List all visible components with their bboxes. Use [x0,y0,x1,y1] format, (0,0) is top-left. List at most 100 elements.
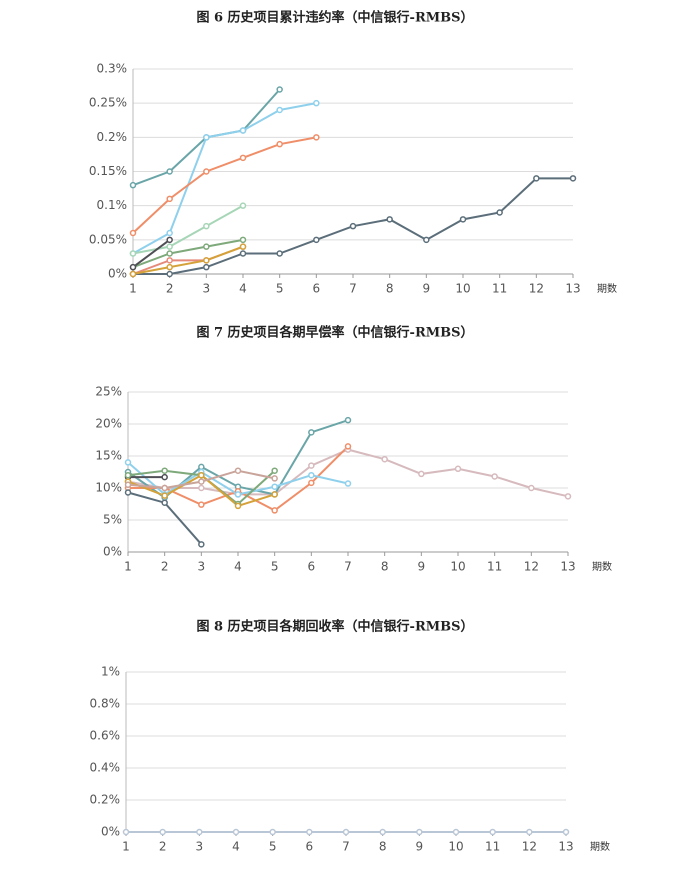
chart-title: 图 6 历史项目累计违约率（中信银行-RMBS） [196,10,473,26]
data-point [166,250,173,257]
data-point [166,229,173,237]
y-tick-label: 0% [101,825,120,839]
data-point [271,507,278,514]
x-tick-label: 10 [450,560,465,574]
y-tick-label: 0.1% [97,198,128,212]
data-point [386,216,393,223]
data-point [379,828,386,836]
y-tick-label: 5% [103,513,122,527]
y-tick-label: 25% [95,385,122,399]
x-tick-label: 10 [455,282,470,296]
series-line [132,204,244,255]
x-axis-label: 期数 [590,840,610,853]
data-point [198,471,205,479]
data-point [562,828,570,836]
data-point [129,263,137,271]
data-point [239,250,247,257]
y-tick-label: 0.2% [90,793,121,807]
data-point [239,243,247,250]
x-tick-label: 11 [487,560,502,574]
x-tick-label: 4 [239,282,247,296]
y-tick-label: 20% [95,417,122,431]
x-tick-label: 9 [416,840,424,854]
x-tick-label: 12 [529,282,544,296]
series-line [132,136,317,234]
data-point [344,443,352,450]
y-tick-label: 15% [95,449,122,463]
data-point [129,250,137,257]
data-point [276,140,283,148]
data-point [313,134,320,141]
series-line [132,238,244,269]
y-tick-label: 0% [108,267,127,281]
data-point [124,481,132,489]
x-tick-label: 13 [565,282,580,296]
data-point [234,491,242,498]
x-tick-label: 13 [560,560,575,574]
data-point [166,195,173,203]
x-tick-label: 3 [198,560,206,574]
x-tick-label: 1 [122,840,130,854]
y-tick-label: 0.8% [90,697,121,711]
data-point [198,478,205,485]
x-tick-label: 7 [349,282,357,296]
data-point [308,471,315,479]
y-tick-label: 0.2% [97,130,128,144]
data-point [454,465,462,473]
data-point [308,462,315,469]
x-tick-label: 11 [492,282,507,296]
y-tick-label: 1% [101,665,120,679]
x-tick-label: 3 [196,840,204,854]
data-point [129,181,137,189]
x-tick-label: 8 [381,560,389,574]
data-point [528,484,535,492]
data-point [161,492,168,499]
data-point [344,480,352,487]
data-point [166,236,173,244]
y-tick-label: 0% [103,545,122,559]
y-tick-label: 0.4% [90,761,121,775]
x-tick-label: 6 [308,560,316,574]
data-point [269,828,276,836]
data-point [306,828,313,836]
data-point [198,501,205,508]
x-axis-label: 期数 [592,560,612,573]
x-tick-label: 2 [159,840,167,854]
data-point [203,134,210,141]
x-tick-label: 4 [232,840,240,854]
data-point [129,270,137,278]
data-point [276,250,283,257]
x-tick-label: 9 [418,560,426,574]
data-point [129,229,137,237]
data-point [124,489,132,496]
data-point [276,106,283,114]
series-line [132,245,244,275]
x-tick-label: 2 [161,560,169,574]
y-tick-label: 10% [95,481,122,495]
series-line [132,239,171,268]
data-point [196,828,203,836]
x-tick-label: 5 [269,840,277,854]
data-point [166,168,173,175]
x-tick-label: 8 [386,282,394,296]
y-tick-label: 0.3% [97,62,128,76]
x-tick-label: 1 [129,282,137,296]
x-tick-label: 7 [344,560,352,574]
data-point [239,202,247,209]
data-point [203,243,210,250]
y-tick-label: 0.05% [89,232,127,246]
x-tick-label: 4 [234,560,242,574]
data-point [161,484,168,492]
x-tick-label: 10 [448,840,463,854]
data-point [416,828,423,836]
data-point [234,467,242,474]
data-point [423,236,430,244]
data-point [122,828,130,836]
data-point [271,483,278,490]
data-point [452,828,460,836]
series-line [132,102,317,255]
x-tick-label: 5 [276,282,284,296]
x-tick-label: 5 [271,560,279,574]
data-point [496,209,503,216]
